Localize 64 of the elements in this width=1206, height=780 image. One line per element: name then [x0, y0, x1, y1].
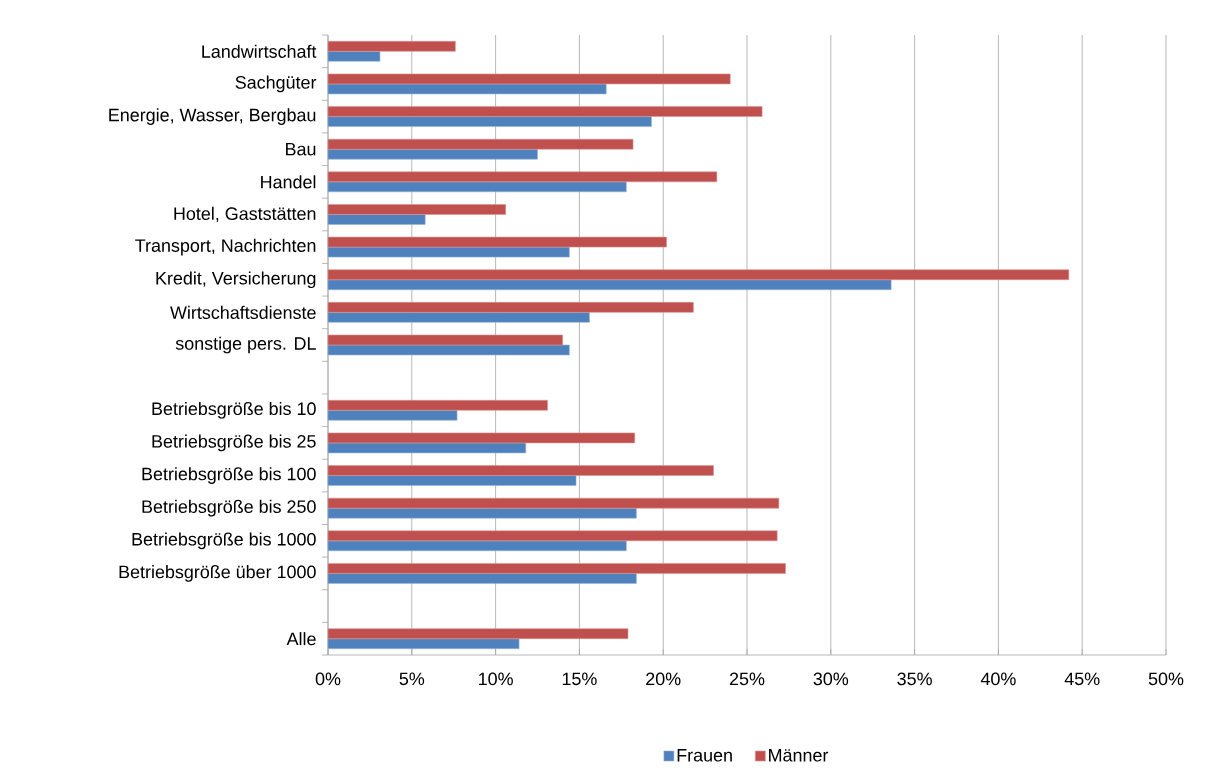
y-tick-label: Hotel, Gaststätten — [174, 206, 316, 223]
legend-label: Männer — [769, 749, 829, 762]
y-tick-label: Betriebsgröße bis 100 — [142, 467, 316, 484]
x-tick-label: 50% — [1148, 672, 1184, 686]
y-tick-label: Handel — [261, 175, 316, 189]
x-tick-label: 0% — [315, 672, 341, 686]
bar — [327, 465, 714, 476]
bar — [327, 344, 570, 356]
x-tick-label: 35% — [897, 672, 932, 686]
bar — [327, 181, 627, 193]
bar — [327, 312, 590, 323]
bar — [327, 171, 718, 183]
bar — [327, 530, 778, 542]
bar — [327, 432, 636, 444]
bar — [327, 236, 667, 248]
bar — [327, 269, 1070, 281]
x-tick-label: 45% — [1064, 672, 1100, 686]
x-tick-label: 5% — [399, 672, 425, 686]
bar — [327, 116, 652, 127]
y-tick-label: Sachgüter — [235, 75, 317, 93]
bar — [327, 279, 892, 291]
bar — [327, 497, 780, 509]
x-tick-label: 20% — [646, 672, 681, 686]
bar — [327, 507, 637, 519]
bar — [327, 563, 786, 574]
x-tick-label: 10% — [479, 672, 513, 686]
y-tick-label: Betriebsgröße über 1000 — [119, 565, 316, 582]
bar — [327, 540, 627, 552]
bar — [327, 638, 520, 649]
y-tick-label: Betriebsgröße bis 10 — [152, 401, 316, 419]
x-tick-label: 30% — [813, 672, 849, 686]
bar — [327, 83, 607, 95]
bar — [327, 204, 506, 215]
bar — [327, 475, 577, 486]
y-tick-label: Betriebsgröße bis 25 — [152, 434, 316, 452]
bar — [327, 148, 538, 160]
y-tick-label: Kredit, Versicherung — [156, 271, 316, 289]
bar — [327, 573, 637, 584]
bar — [327, 442, 527, 454]
y-tick-label: sonstige pers. DL — [175, 336, 316, 354]
y-tick-label: Betriebsgröße bis 250 — [142, 499, 316, 517]
bar — [327, 409, 458, 421]
y-tick-label: Landwirtschaft — [202, 44, 317, 58]
bar — [327, 51, 381, 62]
bar — [327, 41, 456, 52]
bar — [327, 73, 731, 85]
x-tick-label: 15% — [562, 672, 597, 686]
y-tick-label: Transport, Nachrichten — [135, 238, 316, 256]
x-tick-label: 40% — [980, 672, 1016, 686]
y-tick-label: Bau — [286, 142, 316, 156]
y-tick-label: Alle — [286, 632, 316, 646]
bar — [327, 214, 426, 225]
bar — [327, 138, 634, 150]
legend-label: Frauen — [677, 749, 732, 762]
bar — [327, 246, 570, 258]
bar — [327, 302, 694, 313]
y-tick-label: Betriebsgröße bis 1000 — [132, 532, 316, 550]
y-tick-label: Energie, Wasser, Bergbau — [109, 108, 316, 125]
bar — [327, 399, 548, 411]
bar — [327, 334, 563, 346]
x-tick-label: 25% — [729, 672, 765, 686]
bar — [327, 628, 629, 639]
y-tick-label: Wirtschaftsdienste — [170, 305, 316, 319]
bar — [327, 106, 763, 117]
